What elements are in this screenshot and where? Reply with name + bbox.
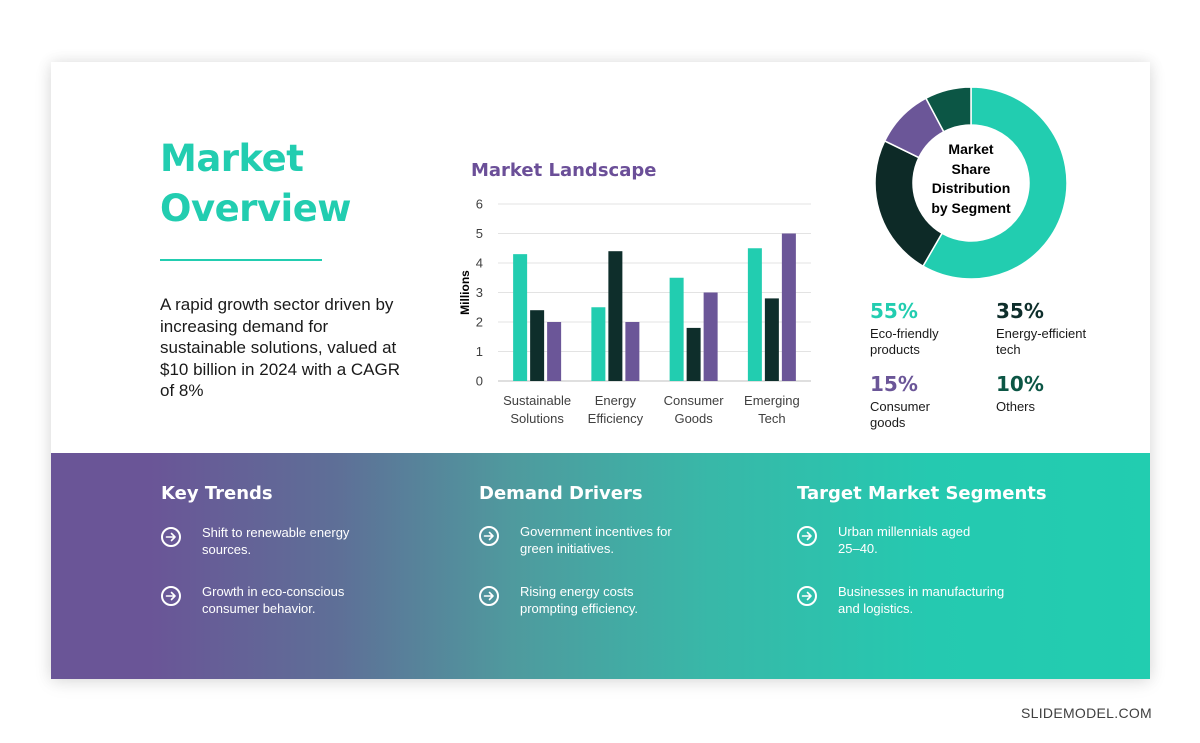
x-tick-label: Tech bbox=[758, 411, 785, 426]
list-item-text: Rising energy costs prompting efficiency. bbox=[520, 584, 720, 617]
title-line-2: Overview bbox=[160, 187, 352, 230]
column-target-segments: Target Market Segments Urban millennials… bbox=[797, 482, 1047, 616]
list-item-text: Urban millennials aged 25–40. bbox=[838, 524, 1038, 557]
bar-chart-title: Market Landscape bbox=[471, 160, 657, 181]
stat-label-line-1: Others bbox=[996, 399, 1036, 414]
list-item-text: Growth in eco-conscious consumer behavior… bbox=[202, 584, 402, 617]
bar bbox=[747, 248, 762, 381]
slide: Market Overview A rapid growth sector dr… bbox=[51, 62, 1150, 679]
bar bbox=[513, 254, 528, 381]
arrow-right-circle-icon bbox=[161, 586, 181, 606]
y-tick-label: 5 bbox=[476, 226, 483, 241]
donut-chart: Market Share Distribution by Segment bbox=[873, 85, 1069, 281]
list-item-line-2: consumer behavior. bbox=[202, 600, 316, 616]
arrow-right-circle-icon bbox=[479, 526, 499, 546]
list-item-line-1: Growth in eco-conscious bbox=[202, 584, 345, 599]
y-tick-label: 6 bbox=[476, 197, 483, 212]
bar bbox=[625, 322, 640, 381]
y-axis-label: Millions bbox=[458, 270, 472, 315]
donut-center-line-3: Distribution bbox=[931, 180, 1011, 196]
stat-label: Others bbox=[996, 399, 1116, 415]
x-tick-label: Energy bbox=[595, 393, 637, 408]
bar bbox=[686, 327, 701, 381]
insights-band bbox=[51, 453, 1150, 679]
arrow-right-circle-icon bbox=[797, 526, 817, 546]
bar bbox=[703, 292, 718, 381]
donut-center-line-1: Market bbox=[948, 141, 994, 157]
stat-percent: 55% bbox=[870, 299, 918, 323]
x-tick-label: Consumer bbox=[664, 393, 725, 408]
list-item-line-2: prompting efficiency. bbox=[520, 600, 639, 616]
donut-center-line-4: by Segment bbox=[931, 199, 1011, 216]
arrow-right-circle-icon bbox=[479, 586, 499, 606]
bar bbox=[608, 251, 623, 381]
x-tick-label: Emerging bbox=[744, 393, 800, 408]
donut-slice bbox=[924, 86, 972, 133]
list-item-line-1: Shift to renewable energy bbox=[202, 525, 350, 540]
y-tick-label: 3 bbox=[476, 285, 483, 300]
list-item-line-1: Urban millennials aged bbox=[838, 524, 971, 539]
column-heading: Demand Drivers bbox=[479, 483, 643, 504]
brand-watermark: SLIDEMODEL.COM bbox=[1021, 705, 1152, 721]
list-item-line-1: Businesses in manufacturing bbox=[838, 584, 1005, 599]
donut-chart-svg bbox=[874, 86, 1068, 280]
y-tick-label: 1 bbox=[476, 344, 483, 359]
arrow-right-circle-icon bbox=[797, 586, 817, 606]
x-tick-label: Solutions bbox=[510, 411, 564, 426]
x-tick-label: Efficiency bbox=[588, 411, 644, 426]
column-key-trends: Key Trends Shift to renewable energy sour… bbox=[161, 482, 349, 616]
stat-eco-friendly: 55% Eco-friendly products bbox=[870, 298, 990, 358]
title-line-1: Market bbox=[160, 137, 304, 180]
stat-label: Eco-friendly products bbox=[870, 326, 990, 358]
stat-label-line-2: goods bbox=[870, 415, 906, 430]
stat-label-line-1: Eco-friendly bbox=[870, 326, 939, 341]
stat-others: 10% Others bbox=[996, 371, 1116, 415]
list-item-line-2: green initiatives. bbox=[520, 540, 614, 556]
stat-label-line-2: tech bbox=[996, 342, 1021, 357]
stat-label-line-1: Consumer bbox=[870, 399, 930, 414]
list-item-line-2: sources. bbox=[202, 541, 252, 557]
stat-label: Energy-efficient tech bbox=[996, 326, 1116, 358]
y-tick-label: 0 bbox=[476, 374, 483, 389]
stat-label-line-1: Energy-efficient bbox=[996, 326, 1087, 341]
y-tick-label: 4 bbox=[476, 256, 483, 271]
list-item-line-1: Rising energy costs bbox=[520, 584, 634, 599]
bar-chart: 0 1 2 3 4 5 6 Millions Sustainable Solutions Energ… bbox=[458, 197, 811, 426]
x-tick-label: Sustainable bbox=[503, 393, 571, 408]
column-heading: Target Market Segments bbox=[797, 483, 1047, 504]
bar bbox=[530, 310, 545, 381]
bar bbox=[547, 322, 562, 381]
bar bbox=[764, 298, 779, 381]
arrow-right-circle-icon bbox=[161, 527, 181, 547]
donut-slice bbox=[921, 86, 1068, 280]
list-item-line-1: Government incentives for bbox=[520, 524, 672, 539]
list-item-text: Shift to renewable energy sources. bbox=[202, 525, 402, 558]
donut-center-line-2: Share bbox=[951, 160, 991, 177]
x-tick-label: Goods bbox=[674, 411, 713, 426]
stat-label-line-2: products bbox=[870, 342, 920, 357]
stat-label: Consumer goods bbox=[870, 399, 990, 431]
bar bbox=[591, 307, 606, 381]
list-item-text: Government incentives for green initiativ… bbox=[520, 524, 720, 557]
stat-percent: 10% bbox=[996, 372, 1044, 396]
bar bbox=[669, 277, 684, 381]
page-title: Market Overview bbox=[160, 134, 352, 234]
stat-energy-efficient: 35% Energy-efficient tech bbox=[996, 298, 1116, 358]
list-item-line-2: 25–40. bbox=[838, 540, 878, 556]
list-item-line-2: and logistics. bbox=[838, 600, 914, 616]
column-heading: Key Trends bbox=[161, 483, 273, 504]
list-item-text: Businesses in manufacturing and logistics… bbox=[838, 584, 1038, 617]
donut-center-label: Market Share Distribution by Segment bbox=[913, 140, 1029, 218]
stat-consumer-goods: 15% Consumer goods bbox=[870, 371, 990, 431]
stat-percent: 15% bbox=[870, 372, 918, 396]
title-divider bbox=[160, 259, 322, 261]
y-tick-label: 2 bbox=[476, 315, 483, 330]
column-demand-drivers: Demand Drivers Government incentives for… bbox=[479, 482, 672, 616]
stat-percent: 35% bbox=[996, 299, 1044, 323]
bar bbox=[781, 233, 796, 381]
market-description: A rapid growth sector driven by increasi… bbox=[160, 295, 401, 400]
